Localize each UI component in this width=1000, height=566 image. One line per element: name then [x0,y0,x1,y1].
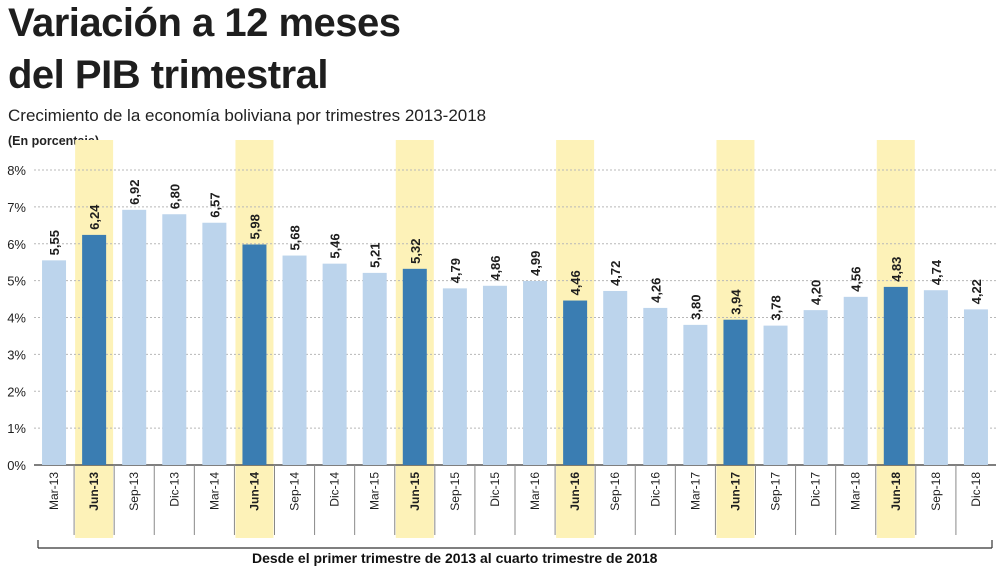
chart-subtitle: Crecimiento de la economía boliviana por… [8,106,487,125]
y-tick-label: 2% [7,384,26,399]
x-tick-label: Dic-15 [488,472,502,507]
x-tick-label: Jun-18 [889,472,903,511]
bar-value-label: 4,79 [448,258,463,283]
bar-value-label: 5,46 [328,233,343,258]
bar [162,214,187,465]
bar-value-label: 3,78 [769,295,784,320]
x-tick-label: Sep-13 [127,472,141,511]
x-tick-label: Mar-17 [688,472,702,510]
x-tick-label: Dic-13 [167,472,181,507]
bar [402,268,427,465]
bar-value-label: 4,26 [648,278,663,303]
bar [963,309,988,465]
bar [322,263,347,465]
bar-value-label: 4,72 [608,261,623,286]
bar [242,244,267,465]
bar [923,290,948,465]
bar-value-label: 5,32 [408,239,423,264]
bar-value-label: 5,68 [288,225,303,250]
bar [282,255,307,465]
bar [763,325,788,465]
bar [683,324,708,465]
chart-title-line-2: del PIB trimestral [8,53,329,97]
bar [883,286,908,465]
bar-value-label: 6,80 [167,184,182,209]
bar [122,209,147,465]
y-tick-label: 4% [7,311,26,326]
x-tick-label: Mar-14 [207,472,221,510]
x-tick-label: Mar-15 [368,472,382,510]
x-tick-label: Jun-16 [568,472,582,511]
y-tick-label: 7% [7,200,26,215]
x-tick-label: Mar-13 [47,472,61,510]
y-tick-label: 8% [7,163,26,178]
bar [843,296,868,465]
x-tick-label: Dic-17 [809,472,823,507]
bar-value-label: 4,56 [849,267,864,292]
chart-title-line-1: Variación a 12 meses [8,1,401,45]
x-tick-label: Jun-14 [247,472,261,511]
x-tick-label: Sep-17 [769,472,783,511]
bar [603,290,628,465]
y-tick-label: 6% [7,237,26,252]
period-footnote: Desde el primer trimestre de 2013 al cua… [248,550,662,566]
bar [563,300,588,465]
y-tick-label: 1% [7,421,26,436]
bar-value-label: 4,99 [528,251,543,276]
bar [42,260,67,465]
x-tick-label: Dic-14 [328,472,342,507]
bar [482,285,507,465]
y-tick-label: 0% [7,458,26,473]
x-tick-label: Dic-16 [648,472,662,507]
bar [643,307,668,465]
bar-value-label: 6,92 [127,180,142,205]
x-tick-label: Jun-15 [408,472,422,511]
bar [723,319,748,465]
bar-value-label: 4,83 [889,257,904,282]
x-tick-label: Sep-14 [288,472,302,511]
x-tick-label: Jun-17 [728,472,742,511]
bar-value-label: 5,55 [47,230,62,255]
bar [82,234,107,465]
x-tick-label: Sep-18 [929,472,943,511]
bar [362,272,387,465]
bar-value-label: 6,24 [87,204,102,230]
x-tick-label: Sep-16 [608,472,622,511]
bar-value-label: 4,20 [809,280,824,305]
bar [803,310,828,465]
x-tick-label: Dic-18 [969,472,983,507]
x-tick-label: Mar-16 [528,472,542,510]
bar-value-label: 4,74 [929,259,944,285]
bar-value-label: 6,57 [207,192,222,217]
bar [523,280,548,465]
bar-value-label: 3,94 [728,289,743,315]
bar-value-label: 4,86 [488,255,503,280]
y-tick-label: 3% [7,347,26,362]
bar-value-label: 5,21 [368,243,383,268]
x-tick-label: Mar-18 [849,472,863,510]
x-tick-label: Sep-15 [448,472,462,511]
bar [202,222,227,465]
bar-value-label: 3,80 [688,295,703,320]
bar-value-label: 5,98 [247,214,262,239]
bar [442,288,467,465]
bar-value-label: 4,22 [969,279,984,304]
y-tick-label: 5% [7,274,26,289]
bar-value-label: 4,46 [568,270,583,295]
x-tick-label: Jun-13 [87,472,101,511]
